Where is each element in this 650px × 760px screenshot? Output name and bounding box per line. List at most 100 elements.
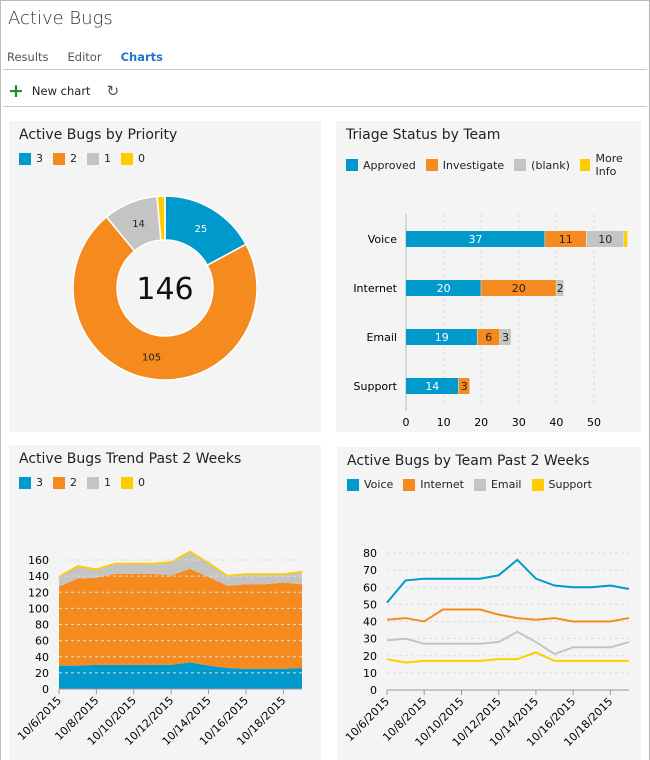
chart-panel-triage[interactable]: Triage Status by Team Approved Investigat… — [336, 121, 641, 432]
bar-data-label: 3 — [502, 331, 509, 344]
x-tick-label: 40 — [549, 416, 563, 429]
y-tick-label: 40 — [363, 616, 377, 629]
legend-label: 2 — [70, 152, 77, 165]
legend-item[interactable]: 0 — [121, 152, 145, 165]
chart-title: Active Bugs by Priority — [19, 127, 178, 143]
legend-item[interactable]: 2 — [53, 476, 77, 489]
y-tick-label: 100 — [28, 602, 49, 615]
tab-results[interactable]: Results — [7, 50, 49, 64]
new-chart-button[interactable]: New chart — [31, 84, 91, 98]
chart-panel-priority[interactable]: Active Bugs by Priority 3 2 1 0 25 105 14 146 — [9, 121, 321, 432]
legend-label: Internet — [420, 478, 464, 491]
legend-swatch — [87, 476, 99, 489]
chart-panel-team-trend[interactable]: Active Bugs by Team Past 2 Weeks Voice In… — [337, 447, 641, 760]
chart-legend: Voice Internet Email Support — [347, 478, 592, 491]
line-series-voice — [386, 558, 630, 604]
bar-data-label: 20 — [512, 282, 526, 295]
chart-title: Active Bugs Trend Past 2 Weeks — [19, 451, 242, 467]
bar-chart: 0 10 20 30 40 50 Voice 37 11 10 Internet 20 20 2 Email… — [353, 214, 628, 429]
donut-slice — [156, 195, 166, 241]
bar-segment — [586, 231, 624, 247]
legend-label: (blank) — [531, 158, 570, 172]
bar-segment — [477, 329, 500, 345]
bar-segment — [458, 378, 470, 394]
legend-label: 2 — [70, 476, 77, 489]
bar-data-label: 20 — [437, 282, 451, 295]
bar-segment — [481, 280, 556, 296]
x-tick-label: 50 — [587, 416, 601, 429]
legend-swatch — [121, 476, 133, 489]
legend-item[interactable]: Support — [531, 478, 592, 491]
legend-item[interactable]: 3 — [19, 476, 43, 489]
refresh-icon[interactable]: ↻ — [106, 82, 120, 100]
y-tick-label: 140 — [28, 570, 49, 583]
legend-item[interactable]: Voice — [347, 478, 393, 491]
legend-swatch — [473, 478, 486, 491]
legend-item[interactable]: Email — [473, 478, 522, 491]
line-series-support — [386, 651, 629, 664]
bar-data-label: 37 — [469, 233, 483, 246]
bar-data-label: 14 — [425, 380, 439, 393]
legend-label: Support — [548, 478, 592, 491]
tab-bar: Results Editor Charts — [7, 50, 163, 64]
y-tick-label: 40 — [35, 651, 49, 664]
legend-item[interactable]: Approved — [346, 159, 416, 172]
area-series-2 — [59, 568, 302, 669]
category-label: Internet — [353, 282, 397, 295]
legend-item[interactable]: More Info — [579, 152, 641, 178]
legend-item[interactable]: 2 — [53, 152, 77, 165]
area-series-3 — [59, 662, 302, 689]
donut-total: 146 — [136, 272, 193, 307]
donut-slice — [72, 215, 258, 381]
bar-segment — [624, 231, 628, 247]
line-series-email — [386, 630, 630, 656]
category-label: Support — [354, 380, 398, 393]
line-chart: 0102030405060708010/6/201510/8/201510/10… — [343, 547, 630, 749]
legend-label: 3 — [36, 152, 43, 165]
page-title: Active Bugs — [8, 8, 113, 29]
y-tick-label: 20 — [35, 667, 49, 680]
y-tick-label: 30 — [363, 633, 377, 646]
tab-charts[interactable]: Charts — [120, 50, 163, 64]
line-series-internet — [386, 608, 630, 623]
legend-label: Investigate — [442, 158, 505, 172]
legend-swatch — [53, 152, 65, 165]
legend-item[interactable]: 1 — [87, 152, 111, 165]
x-tick-label: 0 — [403, 416, 410, 429]
bar-data-label: 10 — [598, 233, 612, 246]
x-tick-label: 20 — [474, 416, 488, 429]
legend-swatch — [346, 159, 358, 171]
tab-editor[interactable]: Editor — [67, 50, 102, 64]
y-tick-label: 0 — [370, 684, 377, 697]
x-tick-label: 10 — [437, 416, 451, 429]
legend-swatch — [19, 152, 31, 165]
toolbar: + New chart ↻ — [8, 80, 120, 102]
legend-label: Email — [490, 478, 522, 491]
bar-data-label: 3 — [461, 380, 468, 393]
bar-segment — [406, 280, 481, 296]
legend-item[interactable]: Investigate — [425, 158, 505, 172]
y-tick-label: 60 — [35, 635, 49, 648]
legend-item[interactable]: 3 — [19, 152, 43, 165]
y-tick-label: 120 — [28, 586, 49, 599]
legend-label: 0 — [138, 476, 145, 489]
legend-item[interactable]: 0 — [121, 476, 145, 489]
bar-segment — [545, 231, 586, 247]
y-tick-label: 0 — [42, 683, 49, 696]
bar-segment — [406, 378, 459, 394]
legend-item[interactable]: 1 — [87, 476, 111, 489]
chart-panel-trend[interactable]: Active Bugs Trend Past 2 Weeks 3 2 1 0 0 20 4… — [9, 445, 321, 760]
legend-item[interactable]: (blank) — [514, 159, 570, 172]
chart-title: Triage Status by Team — [346, 127, 501, 143]
legend-item[interactable]: Internet — [403, 478, 464, 491]
y-tick-label: 50 — [363, 598, 377, 611]
y-tick-label: 70 — [363, 564, 377, 577]
legend-swatch — [514, 159, 527, 171]
chart-legend: 3 2 1 0 — [19, 152, 145, 165]
y-tick-label: 80 — [363, 547, 377, 560]
bar-data-label: 19 — [435, 331, 449, 344]
plus-icon[interactable]: + — [8, 80, 24, 102]
y-tick-label: 60 — [363, 581, 377, 594]
legend-label: Approved — [363, 158, 416, 172]
chart-title: Active Bugs by Team Past 2 Weeks — [347, 453, 590, 469]
